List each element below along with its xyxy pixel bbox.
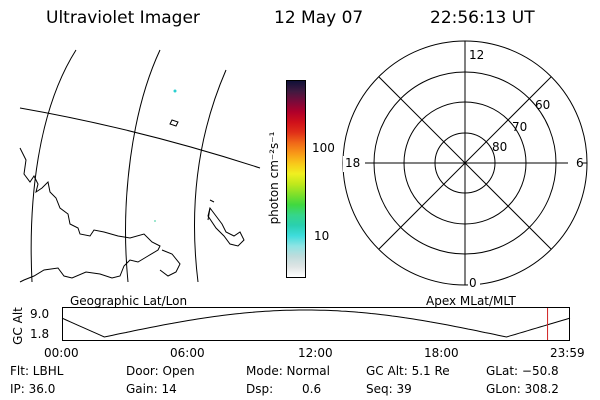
alt-ylabel: GC Alt [11, 307, 25, 345]
mlt-label-6: 6 [576, 156, 584, 170]
ip-info: IP: 36.0 [10, 382, 56, 396]
colorbar-tick-10: 10 [314, 229, 330, 243]
alt-xtick-2: 12:00 [298, 346, 333, 360]
altitude-curve [61, 309, 571, 338]
map-coastline [207, 207, 211, 221]
door-info: Door: Open [126, 364, 195, 378]
geographic-label: Geographic Lat/Lon [70, 294, 188, 308]
map-graticule-line [30, 49, 77, 283]
glat-info: GLat: −50.8 [486, 364, 559, 378]
gc-alt-info: GC Alt: 5.1 Re [366, 364, 450, 378]
map-graticule-line [194, 69, 227, 283]
date-label: 12 May 07 [274, 8, 364, 28]
alt-xtick-3: 18:00 [424, 346, 459, 360]
lat-label-70: 70 [512, 120, 528, 134]
instrument-title: Ultraviolet Imager [46, 8, 200, 28]
map-coastline [209, 199, 215, 203]
map-graticule-line [125, 49, 161, 283]
alt-ytick-low: 1.8 [30, 327, 50, 341]
altitude-plot [61, 307, 571, 341]
map-coastline [159, 249, 181, 277]
lat-label-60: 60 [535, 98, 551, 112]
map-graticule-line [19, 107, 261, 169]
mlt-label-18: 18 [345, 156, 361, 170]
colorbar [286, 80, 306, 278]
polar-diagonal [378, 76, 552, 250]
colorbar-label: photon cm⁻²s⁻¹ [267, 131, 281, 225]
seq-info: Seq: 39 [366, 382, 412, 396]
alt-xtick-0: 00:00 [44, 346, 79, 360]
alt-xtick-4: 23:59 [550, 346, 585, 360]
aurora-spot [154, 220, 156, 222]
filter-info: Flt: LBHL [10, 364, 64, 378]
colorbar-gradient [287, 81, 305, 277]
apex-label: Apex MLat/MLT [426, 294, 516, 308]
dsp-value: 0.6 [302, 382, 322, 396]
lat-label-80: 80 [492, 140, 508, 154]
alt-xtick-1: 06:00 [170, 346, 205, 360]
dsp-label: Dsp: [246, 382, 274, 396]
mlt-label-0: 0 [469, 276, 477, 290]
aurora-spot [173, 89, 177, 93]
map-coastline [169, 119, 179, 127]
polar-plot [342, 40, 588, 286]
geographic-map [19, 49, 261, 283]
colorbar-tick-100: 100 [312, 141, 335, 155]
mode-info: Mode: Normal [246, 364, 330, 378]
time-label: 22:56:13 UT [430, 8, 535, 28]
mlt-label-12: 12 [469, 48, 485, 62]
gain-info: Gain: 14 [126, 382, 177, 396]
map-coastline [19, 147, 161, 283]
glon-info: GLon: 308.2 [486, 382, 559, 396]
map-coastline [207, 206, 245, 247]
alt-ytick-high: 9.0 [30, 307, 50, 321]
